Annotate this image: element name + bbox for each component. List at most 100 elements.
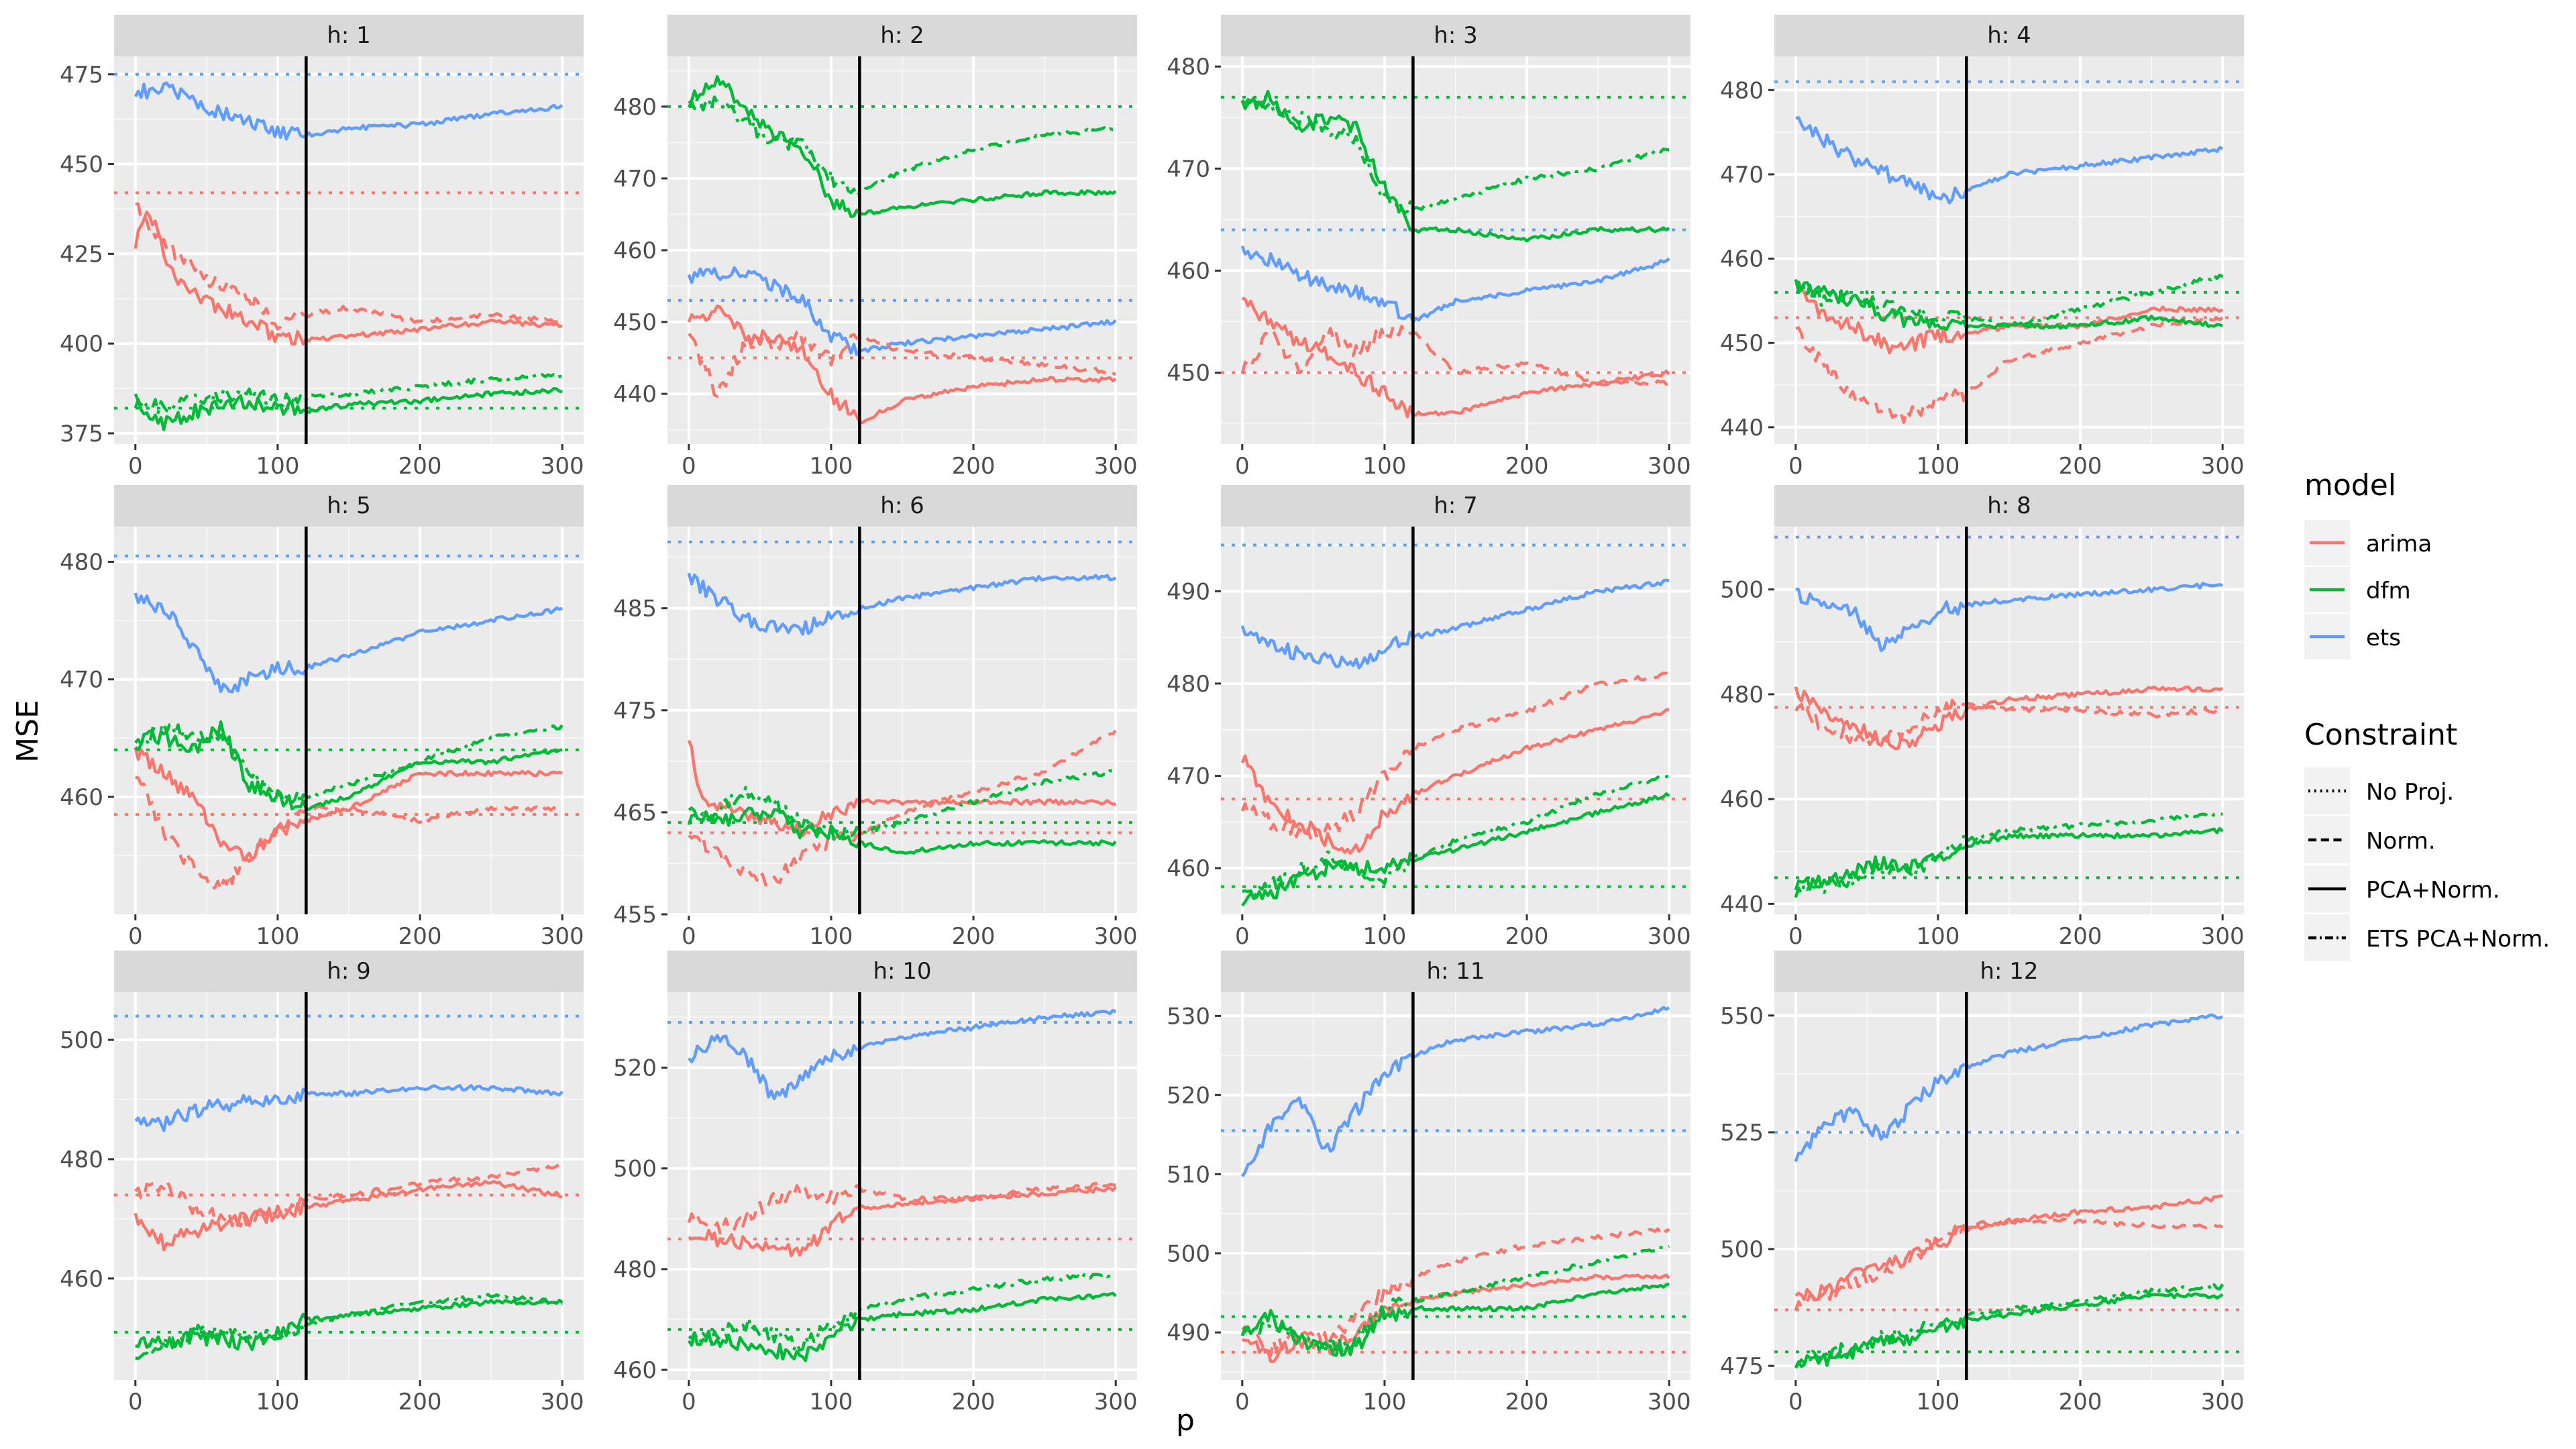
panel-lines bbox=[1774, 992, 2244, 1380]
facet-strip bbox=[667, 485, 1137, 527]
x-tick-label: 100 bbox=[1916, 923, 1960, 950]
x-tick-label: 100 bbox=[1362, 923, 1406, 950]
series-line-arima-norm- bbox=[687, 1181, 1116, 1235]
y-tick-label: 490 bbox=[1167, 578, 1210, 605]
legend-label-constraint: PCA+Norm. bbox=[2366, 877, 2500, 904]
legend-label-dfm: dfm bbox=[2366, 578, 2411, 604]
series-line-dfm-ets-pca-norm- bbox=[1240, 97, 1670, 215]
y-tick-label: 460 bbox=[1167, 855, 1210, 882]
panel-lines bbox=[667, 56, 1137, 444]
y-tick-label: 480 bbox=[1167, 671, 1210, 698]
y-tick-label: 460 bbox=[60, 784, 103, 811]
x-tick-label: 300 bbox=[1094, 453, 1138, 480]
y-tick-label: 475 bbox=[1720, 1353, 1764, 1380]
y-tick-label: 460 bbox=[1720, 786, 1764, 813]
y-tick-label: 450 bbox=[60, 152, 103, 178]
series-line-arima-norm- bbox=[135, 202, 563, 331]
facet-strip bbox=[114, 485, 584, 527]
x-tick-label: 0 bbox=[1788, 923, 1803, 950]
panel-lines bbox=[114, 992, 584, 1380]
series-line-dfm-ets-pca-norm- bbox=[1794, 273, 2224, 329]
series-line-arima-pca-norm- bbox=[133, 210, 563, 346]
facet-strip bbox=[1221, 485, 1690, 527]
panel-lines bbox=[1774, 527, 2244, 914]
series-line-ets-pca-norm- bbox=[688, 1008, 1117, 1101]
y-tick-label: 500 bbox=[60, 1027, 103, 1054]
x-tick-label: 100 bbox=[256, 1389, 299, 1415]
x-tick-label: 300 bbox=[2201, 453, 2245, 480]
legend-constraint-title: Constraint bbox=[2304, 718, 2457, 752]
x-tick-label: 100 bbox=[256, 453, 299, 480]
facet-strip-label: h: 10 bbox=[873, 958, 931, 985]
series-line-arima-pca-norm- bbox=[1242, 1273, 1670, 1363]
series-line-arima-norm- bbox=[688, 329, 1116, 398]
series-line-dfm-pca-norm- bbox=[1794, 826, 2224, 891]
series-line-arima-pca-norm- bbox=[688, 1185, 1117, 1258]
x-tick-label: 300 bbox=[2201, 923, 2245, 950]
x-tick-label: 300 bbox=[1648, 1389, 1691, 1415]
series-line-dfm-pca-norm- bbox=[687, 1291, 1117, 1362]
facet-strip-label: h: 4 bbox=[1987, 22, 2031, 49]
legend-model-title: model bbox=[2304, 468, 2396, 502]
facet-strip-label: h: 11 bbox=[1426, 958, 1485, 985]
x-tick-label: 200 bbox=[398, 1389, 442, 1415]
y-tick-label: 450 bbox=[613, 309, 657, 336]
x-tick-label: 0 bbox=[682, 923, 696, 950]
x-tick-label: 300 bbox=[2201, 1389, 2245, 1415]
series-line-arima-norm- bbox=[134, 1162, 564, 1228]
series-line-arima-norm- bbox=[1240, 325, 1670, 387]
facet-strip-label: h: 12 bbox=[1980, 958, 2038, 985]
y-tick-label: 375 bbox=[60, 421, 103, 447]
y-tick-label: 460 bbox=[613, 237, 657, 264]
x-tick-label: 0 bbox=[128, 453, 143, 480]
series-line-dfm-ets-pca-norm- bbox=[1794, 812, 2223, 898]
y-tick-label: 440 bbox=[613, 381, 657, 408]
y-tick-label: 460 bbox=[60, 1266, 103, 1293]
series-line-arima-pca-norm- bbox=[687, 739, 1116, 838]
y-tick-label: 480 bbox=[60, 549, 103, 576]
x-tick-label: 100 bbox=[1362, 1389, 1406, 1415]
facet-strip bbox=[1774, 485, 2244, 527]
panel-lines bbox=[114, 56, 584, 444]
facet-strip bbox=[667, 15, 1137, 56]
x-tick-label: 100 bbox=[1916, 453, 1960, 480]
series-line-dfm-pca-norm- bbox=[688, 75, 1117, 219]
y-tick-label: 470 bbox=[1167, 763, 1210, 790]
panel-lines bbox=[667, 992, 1137, 1380]
facet-strip bbox=[1221, 951, 1690, 992]
y-tick-label: 425 bbox=[60, 241, 103, 268]
panel-lines bbox=[114, 527, 584, 914]
facet-strip bbox=[1774, 951, 2244, 992]
series-line-ets-pca-norm- bbox=[1795, 116, 2224, 205]
y-tick-label: 440 bbox=[1720, 415, 1764, 441]
x-tick-label: 300 bbox=[1094, 1389, 1138, 1415]
x-tick-label: 300 bbox=[541, 453, 584, 480]
series-line-arima-pca-norm- bbox=[1794, 1194, 2223, 1302]
facet-strip-label: h: 5 bbox=[327, 492, 370, 519]
x-tick-label: 0 bbox=[1235, 923, 1250, 950]
x-tick-label: 300 bbox=[1648, 923, 1691, 950]
y-tick-label: 480 bbox=[1167, 54, 1210, 80]
y-tick-label: 450 bbox=[1167, 360, 1210, 387]
y-tick-label: 480 bbox=[613, 94, 657, 121]
x-tick-label: 200 bbox=[1505, 453, 1549, 480]
y-tick-label: 480 bbox=[1720, 682, 1764, 708]
y-tick-label: 455 bbox=[613, 902, 657, 928]
x-tick-label: 200 bbox=[398, 453, 442, 480]
facet-strip bbox=[1774, 15, 2244, 56]
facet-strip-label: h: 3 bbox=[1434, 22, 1477, 49]
x-tick-label: 200 bbox=[1505, 1389, 1549, 1415]
x-tick-label: 200 bbox=[398, 923, 442, 950]
series-line-arima-norm- bbox=[1795, 315, 2224, 424]
y-tick-label: 500 bbox=[613, 1156, 657, 1183]
y-tick-label: 470 bbox=[613, 166, 657, 193]
x-tick-label: 300 bbox=[541, 923, 584, 950]
series-line-ets-pca-norm- bbox=[1795, 582, 2223, 653]
facet-panel-h8: h: 8 0 100 200 300 440 460 480 500 bbox=[1720, 485, 2245, 950]
facet-strip-label: h: 9 bbox=[327, 958, 370, 985]
y-tick-label: 460 bbox=[613, 1357, 657, 1384]
facet-strip-label: h: 6 bbox=[880, 492, 924, 519]
y-tick-label: 440 bbox=[1720, 891, 1764, 918]
x-tick-label: 200 bbox=[952, 923, 996, 950]
